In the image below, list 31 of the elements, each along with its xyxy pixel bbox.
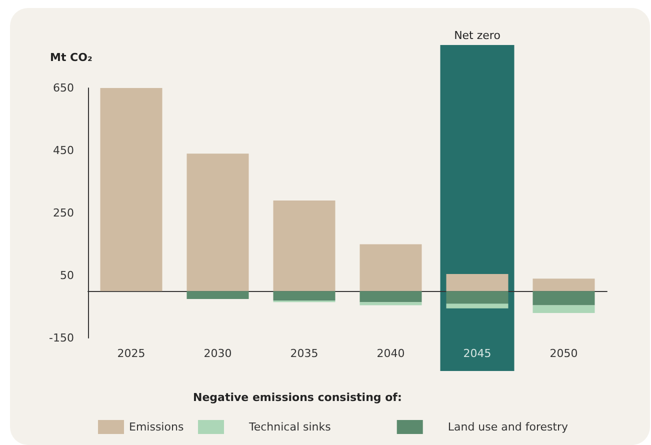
- legend-title: Negative emissions consisting of:: [193, 391, 402, 404]
- x-tick-label: 2030: [204, 347, 232, 360]
- bar: [532, 305, 595, 313]
- y-tick-label: 450: [53, 144, 74, 157]
- x-tick-label: 2045: [463, 347, 492, 360]
- band-label: Net zero: [454, 29, 501, 42]
- bar: [360, 302, 422, 306]
- x-tick-label: 2025: [117, 347, 146, 360]
- y-tick-label: 50: [60, 269, 74, 282]
- bar: [446, 291, 508, 304]
- bar: [446, 274, 508, 292]
- x-tick-label: 2040: [376, 347, 405, 360]
- x-tick-label: 2035: [290, 347, 318, 360]
- bar: [360, 244, 422, 292]
- y-axis-title: Mt CO₂: [50, 51, 92, 64]
- bar: [360, 291, 422, 302]
- bar: [273, 200, 336, 292]
- legend-label: Land use and forestry: [448, 420, 569, 434]
- x-tick-label: 2050: [550, 347, 578, 360]
- bar: [532, 278, 595, 292]
- bar: [273, 291, 336, 300]
- bar: [186, 154, 249, 292]
- legend-label: Technical sinks: [248, 420, 332, 434]
- y-tick-label: 650: [53, 82, 74, 94]
- bar: [100, 88, 162, 292]
- y-tick-label: -150: [49, 332, 74, 344]
- y-tick-label: 250: [53, 206, 74, 220]
- legend-label: Emissions: [129, 420, 184, 434]
- bar: [532, 291, 595, 306]
- bar: [446, 304, 508, 308]
- bar: [186, 291, 249, 299]
